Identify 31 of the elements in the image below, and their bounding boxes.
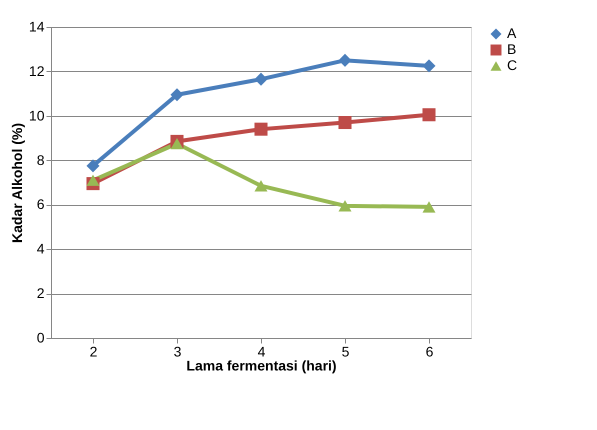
- y-tick-label: 12: [28, 62, 45, 79]
- y-axis-title: Kadar Alkohol (%): [8, 122, 25, 244]
- y-tick-label: 8: [36, 152, 45, 168]
- y-tick-label: 4: [36, 240, 45, 257]
- point: [86, 174, 100, 186]
- point: [254, 122, 268, 136]
- x-tick-label: 5: [342, 344, 350, 360]
- x-tick-label: 2: [90, 344, 98, 360]
- y-tick-label: 10: [28, 107, 45, 124]
- point: [86, 159, 100, 172]
- point: [254, 72, 268, 86]
- x-tick-label: 3: [174, 344, 182, 360]
- point: [170, 138, 184, 150]
- x-tick-label: 6: [426, 344, 434, 360]
- y-tick-label: 0: [36, 330, 45, 346]
- x-axis-title: Lama fermentasi (hari): [186, 358, 337, 374]
- point: [254, 180, 268, 192]
- y-tick-label: 14: [28, 18, 45, 34]
- legend-label: A: [507, 25, 517, 41]
- point: [338, 54, 352, 67]
- y-tick-label: 2: [36, 285, 45, 302]
- point: [338, 200, 352, 212]
- point: [170, 88, 184, 102]
- x-tick-label: 4: [258, 344, 266, 360]
- legend-label: B: [507, 41, 516, 57]
- y-tick-label: 6: [36, 196, 45, 212]
- point: [338, 116, 352, 130]
- legend-label: C: [507, 57, 518, 73]
- point: [422, 201, 436, 213]
- point: [422, 59, 436, 72]
- point: [422, 108, 436, 122]
